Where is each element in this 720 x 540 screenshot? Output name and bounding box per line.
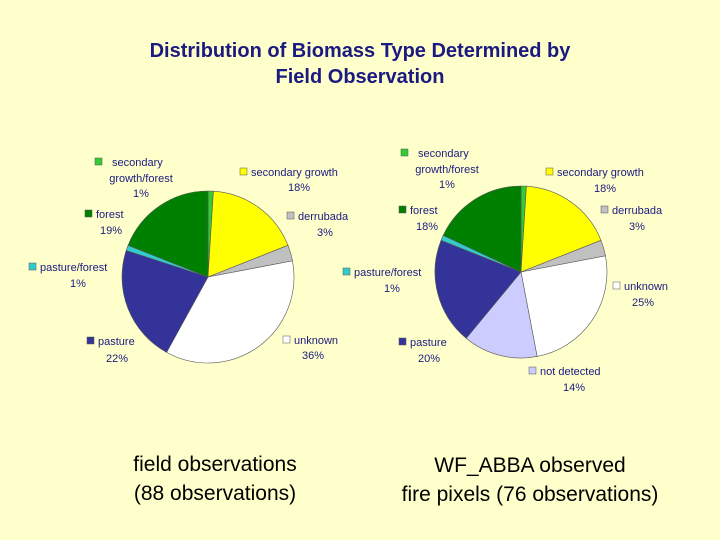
pie-1-percent-secondary-growth-forest: 1% bbox=[133, 188, 149, 200]
pie-2-slice-unknown bbox=[520, 255, 608, 357]
pie-1-label-swatch-unknown bbox=[282, 335, 291, 344]
pie-2-percent-pasture-forest: 1% bbox=[384, 283, 400, 295]
pie-1-label-derrubada: derrubada bbox=[298, 211, 349, 223]
pie-1-label-swatch-derrubada bbox=[286, 211, 295, 220]
pie-2-label-swatch-secondary-growth-forest bbox=[400, 148, 409, 157]
pie-1-percent-forest: 19% bbox=[100, 225, 122, 237]
pie-2-percent-not-detected: 14% bbox=[563, 382, 585, 394]
pie-chart-2: secondary growth/forest 1% secondary growth… bbox=[342, 148, 668, 394]
pie-1-percent-unknown: 36% bbox=[302, 350, 324, 362]
pie-1-label-swatch-forest bbox=[84, 209, 93, 218]
pie-1-slice-pasture bbox=[121, 250, 209, 353]
pie-2-percent-pasture: 20% bbox=[418, 353, 440, 365]
caption-2-line-2: fire pixels (76 observations) bbox=[401, 483, 659, 506]
pie-1-percent-pasture-forest: 1% bbox=[70, 278, 86, 290]
caption-wf-abba: WF_ABBA observed fire pixels (76 observa… bbox=[370, 451, 690, 509]
pie-1-label-forest: forest bbox=[96, 209, 124, 221]
pie-2-label-swatch-forest bbox=[398, 205, 407, 214]
pie-1-label-pasture: pasture bbox=[98, 336, 135, 348]
pie-1-label-pasture-forest: pasture/forest bbox=[40, 262, 107, 274]
pie-1-label-secondary-growth: secondary growth bbox=[251, 167, 338, 179]
pie-2-label-derrubada: derrubada bbox=[612, 205, 663, 217]
pie-1-label-swatch-secondary-growth bbox=[239, 167, 248, 176]
chart-title: Distribution of Biomass Type Determined … bbox=[60, 38, 660, 90]
pie-2-label-swatch-pasture-forest bbox=[342, 267, 351, 276]
pie-2-label-swatch-derrubada bbox=[600, 205, 609, 214]
pie-2-label-swatch-secondary-growth bbox=[545, 167, 554, 176]
pie-2-percent-forest: 18% bbox=[416, 221, 438, 233]
pie-1-percent-secondary-growth: 18% bbox=[288, 182, 310, 194]
pie-2-label-swatch-not-detected bbox=[528, 366, 537, 375]
pie-2-label-swatch-unknown bbox=[612, 281, 621, 290]
pie-2-percent-secondary-growth: 18% bbox=[594, 183, 616, 195]
pie-1-label-swatch-pasture-forest bbox=[28, 262, 37, 271]
caption-1-line-2: (88 observations) bbox=[133, 482, 297, 505]
pie-2-label-pasture-forest: pasture/forest bbox=[354, 267, 421, 279]
pie-2-slice-forest bbox=[442, 185, 522, 273]
pie-2-label-secondary-growth-forest-line-1: secondary bbox=[418, 148, 469, 160]
pie-2-label-secondary-growth-forest-line-2: growth/forest bbox=[415, 164, 479, 176]
pie-2-slice-secondary-growth bbox=[520, 185, 602, 273]
pie-1-slice-unknown bbox=[166, 260, 295, 364]
pie-1-slice-forest bbox=[127, 190, 209, 278]
pie-2-percent-derrubada: 3% bbox=[629, 221, 645, 233]
pie-1-label-secondary-growth-forest-line-2: growth/forest bbox=[109, 173, 173, 185]
caption-1-line-1: field observations bbox=[133, 453, 297, 476]
pie-2-label-swatch-pasture bbox=[398, 337, 407, 346]
pie-1-label-unknown: unknown bbox=[294, 335, 338, 347]
pie-2-percent-secondary-growth-forest: 1% bbox=[439, 179, 455, 191]
pie-1-label-swatch-pasture bbox=[86, 336, 95, 345]
pie-1-percent-derrubada: 3% bbox=[317, 227, 333, 239]
pie-2-label-unknown: unknown bbox=[624, 281, 668, 293]
title-line-2: Field Observation bbox=[275, 66, 445, 88]
title-line-1: Distribution of Biomass Type Determined … bbox=[149, 40, 571, 62]
pie-1-label-swatch-secondary-growth-forest bbox=[94, 157, 103, 166]
caption-field-observations: field observations (88 observations) bbox=[90, 450, 340, 508]
pie-2-label-pasture: pasture bbox=[410, 337, 447, 349]
pie-2-label-forest: forest bbox=[410, 205, 438, 217]
pie-2-label-secondary-growth: secondary growth bbox=[557, 167, 644, 179]
pie-1-label-secondary-growth-forest-line-1: secondary bbox=[112, 157, 163, 169]
pie-2-slice-pasture bbox=[434, 239, 522, 339]
pie-2-percent-unknown: 25% bbox=[632, 297, 654, 309]
pie-1-slice-secondary-growth bbox=[207, 190, 289, 278]
pie-2-label-not-detected: not detected bbox=[540, 366, 601, 378]
caption-2-line-1: WF_ABBA observed bbox=[434, 454, 626, 477]
pie-2-slice-not-detected bbox=[465, 271, 538, 359]
pie-chart-1: secondary growth/forest 1% secondary growth… bbox=[28, 157, 349, 365]
pie-1-percent-pasture: 22% bbox=[106, 353, 128, 365]
